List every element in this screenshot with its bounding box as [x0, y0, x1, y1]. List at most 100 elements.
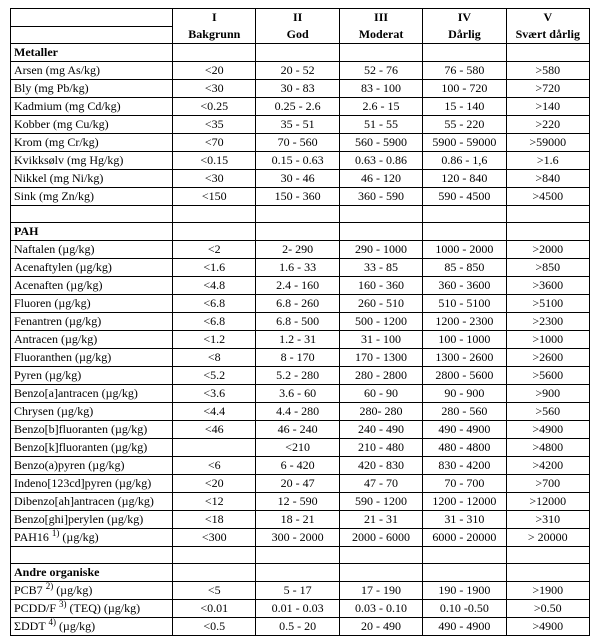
row-label: ΣDDT 4) (µg/kg) [11, 618, 173, 636]
cell-value: 160 - 360 [339, 277, 422, 295]
cell-value: 20 - 52 [256, 62, 339, 80]
col-name-4: Svært dårlig [506, 26, 589, 44]
cell-value: 31 - 100 [339, 331, 422, 349]
cell-value: >2300 [506, 313, 589, 331]
cell-value: >3600 [506, 277, 589, 295]
row-label: Indeno[123cd]pyren (µg/kg) [11, 475, 173, 493]
cell-value: 30 - 46 [256, 170, 339, 188]
cell-value: >1.6 [506, 152, 589, 170]
cell-value: 360 - 590 [339, 188, 422, 206]
row-label: Kadmium (mg Cd/kg) [11, 98, 173, 116]
cell-value: <30 [173, 170, 256, 188]
cell-value: >2000 [506, 241, 589, 259]
header-corner [11, 26, 173, 44]
cell-value: <20 [173, 475, 256, 493]
cell-value: 190 - 1900 [423, 582, 506, 600]
cell-value: 260 - 510 [339, 295, 422, 313]
cell-value: <6.8 [173, 295, 256, 313]
cell-value: <0.5 [173, 618, 256, 636]
cell-value: 18 - 21 [256, 511, 339, 529]
cell-value: 6.8 - 500 [256, 313, 339, 331]
cell-value: >4800 [506, 439, 589, 457]
cell-value: 6.8 - 260 [256, 295, 339, 313]
cell-value: >560 [506, 403, 589, 421]
row-label: Fluoranthen (µg/kg) [11, 349, 173, 367]
cell-value: <0.01 [173, 600, 256, 618]
cell-value: 0.03 - 0.10 [339, 600, 422, 618]
cell-value: <70 [173, 134, 256, 152]
section-title: Metaller [11, 44, 173, 62]
cell-value: 31 - 310 [423, 511, 506, 529]
cell-value: 420 - 830 [339, 457, 422, 475]
row-label: Naftalen (µg/kg) [11, 241, 173, 259]
cell-value: >1000 [506, 331, 589, 349]
cell-value: 0.10 -0.50 [423, 600, 506, 618]
cell-value: 150 - 360 [256, 188, 339, 206]
table-row: Fluoranthen (µg/kg)<88 - 170170 - 130013… [11, 349, 590, 367]
cell-value: 2.6 - 15 [339, 98, 422, 116]
cell-value: 480 - 4800 [423, 439, 506, 457]
col-name-2: Moderat [339, 26, 422, 44]
cell-value: 0.63 - 0.86 [339, 152, 422, 170]
classification-table: IIIIIIIVVBakgrunnGodModeratDårligSvært d… [10, 8, 590, 636]
table-row: Benzo[b]fluoranten (µg/kg)<4646 - 240240… [11, 421, 590, 439]
row-label: PCB7 2) (µg/kg) [11, 582, 173, 600]
cell-value: >220 [506, 116, 589, 134]
table-row: Kadmium (mg Cd/kg)<0.250.25 - 2.62.6 - 1… [11, 98, 590, 116]
cell-value: 76 - 580 [423, 62, 506, 80]
table-row: Benzo(a)pyren (µg/kg)<66 - 420420 - 8308… [11, 457, 590, 475]
table-row: Kobber (mg Cu/kg)<3535 - 5151 - 5555 - 2… [11, 116, 590, 134]
col-roman-4: V [506, 9, 589, 27]
col-roman-0: I [173, 9, 256, 27]
cell-value: 15 - 140 [423, 98, 506, 116]
table-row: Dibenzo[ah]antracen (µg/kg)<1212 - 59059… [11, 493, 590, 511]
cell-value: 90 - 900 [423, 385, 506, 403]
cell-value: 100 - 1000 [423, 331, 506, 349]
cell-value: <18 [173, 511, 256, 529]
col-name-0: Bakgrunn [173, 26, 256, 44]
cell-value: >1900 [506, 582, 589, 600]
cell-value: 290 - 1000 [339, 241, 422, 259]
cell-value: 33 - 85 [339, 259, 422, 277]
cell-value: 17 - 190 [339, 582, 422, 600]
col-roman-1: II [256, 9, 339, 27]
cell-value: 35 - 51 [256, 116, 339, 134]
col-roman-3: IV [423, 9, 506, 27]
row-label: Benzo[a]antracen (µg/kg) [11, 385, 173, 403]
cell-value: <1.6 [173, 259, 256, 277]
cell-value: 60 - 90 [339, 385, 422, 403]
cell-value: 120 - 840 [423, 170, 506, 188]
cell-value: 1.2 - 31 [256, 331, 339, 349]
cell-value: 46 - 240 [256, 421, 339, 439]
table-row: Bly (mg Pb/kg)<3030 - 8383 - 100100 - 72… [11, 80, 590, 98]
table-row: ΣDDT 4) (µg/kg)<0.50.5 - 2020 - 490490 -… [11, 618, 590, 636]
cell-value: <5 [173, 582, 256, 600]
cell-value: <8 [173, 349, 256, 367]
row-label: Benzo[b]fluoranten (µg/kg) [11, 421, 173, 439]
cell-value: 0.15 - 0.63 [256, 152, 339, 170]
row-label: PCDD/F 3) (TEQ) (µg/kg) [11, 600, 173, 618]
row-label: Chrysen (µg/kg) [11, 403, 173, 421]
cell-value: 1200 - 2300 [423, 313, 506, 331]
cell-value: >12000 [506, 493, 589, 511]
cell-value: >4900 [506, 618, 589, 636]
cell-value: 2800 - 5600 [423, 367, 506, 385]
row-label: Kvikksølv (mg Hg/kg) [11, 152, 173, 170]
cell-value: >2600 [506, 349, 589, 367]
cell-value: >140 [506, 98, 589, 116]
cell-value: >0.50 [506, 600, 589, 618]
cell-value: <3.6 [173, 385, 256, 403]
cell-value: <0.25 [173, 98, 256, 116]
cell-value: 100 - 720 [423, 80, 506, 98]
cell-value: 590 - 4500 [423, 188, 506, 206]
cell-value: 30 - 83 [256, 80, 339, 98]
cell-value: 20 - 490 [339, 618, 422, 636]
cell-value: 85 - 850 [423, 259, 506, 277]
cell-value: 83 - 100 [339, 80, 422, 98]
cell-value: 2- 290 [256, 241, 339, 259]
cell-value: >5600 [506, 367, 589, 385]
row-label: Pyren (µg/kg) [11, 367, 173, 385]
cell-value: 70 - 560 [256, 134, 339, 152]
cell-value: >700 [506, 475, 589, 493]
cell-value: 55 - 220 [423, 116, 506, 134]
